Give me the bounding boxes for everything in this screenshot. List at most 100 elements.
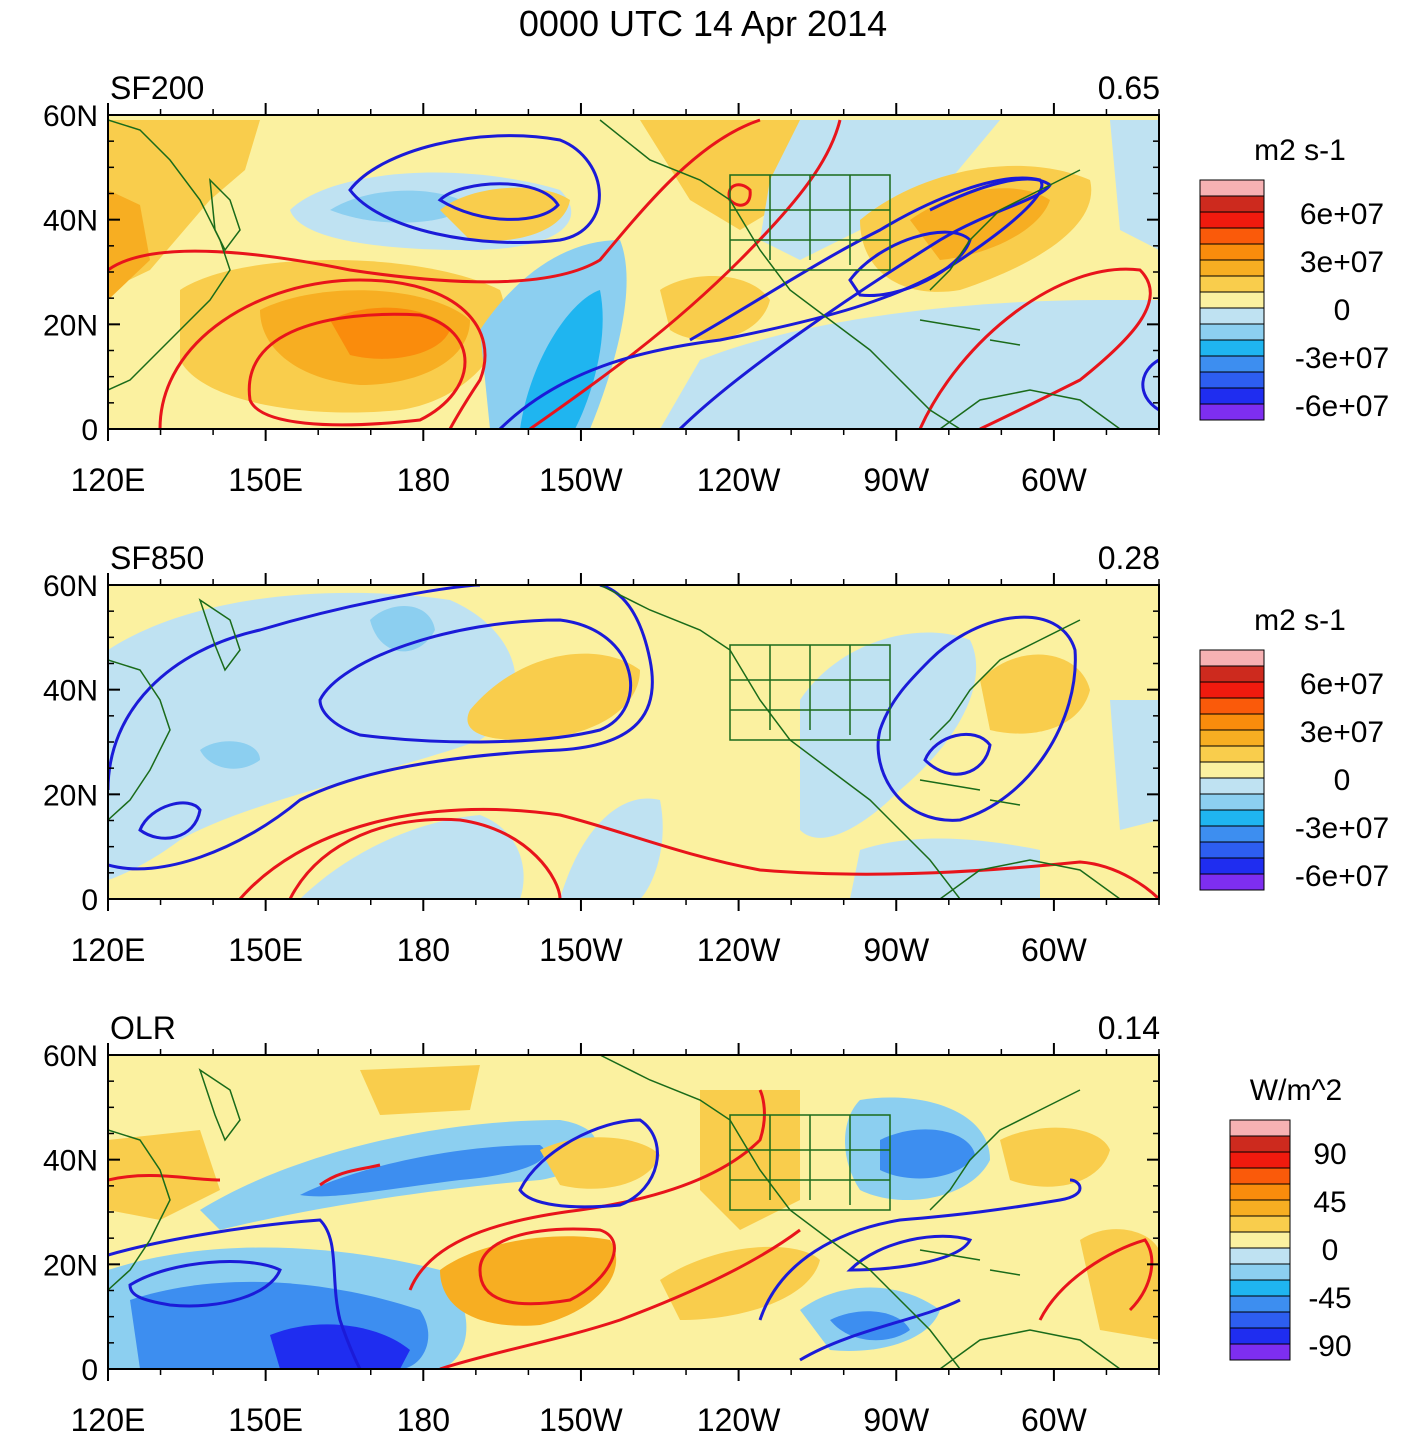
olr-plot: 60N 40N 20N 0 120E 150E 180 150W 120W 90W 60W W/m… [43, 1040, 1352, 1438]
colorbar-swatch [1199, 745, 1265, 763]
blob-storm-band-core [300, 1145, 546, 1197]
colorbar-swatch [1199, 371, 1265, 389]
colorbar-unit: m2 s-1 [1254, 604, 1346, 637]
x-tick-label: 120W [697, 462, 781, 498]
coastline-asia [108, 659, 171, 821]
x-tick-label: 180 [397, 462, 450, 498]
blob-north-warm [360, 1065, 480, 1115]
blob-east-pacific-warm [660, 276, 770, 340]
y-tick-label: 0 [81, 414, 98, 447]
y-tick-label: 20N [43, 309, 98, 342]
colorbar-label: 3e+07 [1300, 716, 1384, 749]
colorbar-label: -45 [1308, 1282, 1351, 1315]
coastline-japan [198, 598, 241, 672]
colorbar-unit: W/m^2 [1250, 1074, 1342, 1107]
blob-warm-2 [540, 1137, 660, 1189]
colorbar-swatch [1199, 227, 1265, 245]
panel-title: OLR [110, 1010, 176, 1046]
panel-corner-value: 0.65 [1097, 70, 1160, 106]
blob-north-america-cool [800, 632, 977, 838]
negative-contour-2 [128, 1260, 282, 1308]
positive-contour-4 [529, 119, 842, 429]
blob-northcentral-warm [640, 120, 800, 230]
negative-contour-3 [518, 1118, 659, 1209]
colorbar-label: 45 [1313, 1186, 1346, 1219]
colorbar: m2 s-1 6e+07 3e+07 0 -3e+07 -6e+07 [1199, 134, 1389, 423]
positive-contour-3 [408, 1089, 766, 1291]
x-tick-label: 60W [1021, 462, 1088, 498]
positive-contour-2 [247, 312, 467, 427]
negative-contour-1 [108, 1218, 362, 1369]
colorbar-label: 3e+07 [1300, 246, 1384, 279]
x-tick-label: 120W [697, 932, 781, 968]
blob-subtropic-peak [330, 307, 450, 359]
colorbar-swatch [1199, 697, 1265, 715]
negative-contour-6 [846, 1234, 973, 1272]
colorbar-swatch [1199, 195, 1265, 213]
y-tick-label: 40N [43, 205, 98, 238]
blob-se-cool [660, 300, 1159, 429]
negative-contour-2 [318, 618, 633, 744]
y-axis: 60N 40N 20N 0 [43, 1040, 1159, 1387]
colorbar-swatch [1199, 681, 1265, 699]
blob-tropic-cool-peak [270, 1324, 410, 1369]
colorbar-swatch [1199, 825, 1265, 843]
y-tick-label: 60N [43, 1040, 98, 1073]
blob-north-america-cool [760, 120, 1000, 260]
negative-contour-5 [799, 1298, 961, 1362]
coastline-asia [108, 1129, 171, 1291]
y-tick-label: 20N [43, 1249, 98, 1282]
positive-contour-1 [108, 118, 761, 284]
negative-contour-6 [923, 732, 992, 776]
colorbar-swatch [1229, 1247, 1291, 1265]
negative-contour-4 [138, 801, 202, 840]
blob-central-cool-core [520, 290, 603, 429]
blob-far-east-cool [1110, 700, 1159, 830]
coastline-caribbean [919, 1249, 1021, 1276]
x-tick-label: 150W [539, 1402, 623, 1438]
negative-contour-4 [678, 177, 1053, 429]
x-tick-label: 120E [71, 462, 146, 498]
colorbar-label: 6e+07 [1300, 198, 1384, 231]
colorbar-swatch [1199, 841, 1265, 859]
panel-corner-value: 0.14 [1097, 1010, 1160, 1046]
blob-north-america-warm [700, 1090, 800, 1230]
colorbar-swatch [1229, 1327, 1291, 1345]
x-tick-label: 150E [228, 1402, 303, 1438]
us-states-grid [729, 644, 891, 741]
sf850-plot: 60N 40N 20N 0 120E 150E 180 150W 120W 90W 60W m2 … [43, 570, 1389, 968]
positive-contour-2 [319, 1163, 381, 1187]
colorbar-swatch [1229, 1295, 1291, 1313]
x-tick-label: 60W [1021, 1402, 1088, 1438]
colorbar-label: 0 [1322, 1234, 1339, 1267]
colorbar-swatch [1199, 387, 1265, 405]
colorbar-label: 0 [1334, 294, 1351, 327]
coastline-caribbean [919, 779, 1021, 806]
colorbar-swatch [1199, 355, 1265, 373]
y-axis: 60N 40N 20N 0 [43, 570, 1159, 917]
y-tick-label: 60N [43, 570, 98, 603]
y-tick-label: 40N [43, 675, 98, 708]
colorbar-swatch [1229, 1231, 1291, 1249]
colorbar: m2 s-1 6e+07 3e+07 0 -3e+07 -6e+07 [1199, 604, 1389, 893]
coastline-north-america-east [929, 1089, 1081, 1211]
coastline-south-america [939, 859, 1121, 899]
negative-contour-4 [758, 1178, 1082, 1321]
positive-contour-5 [439, 1228, 801, 1369]
colorbar-label: -6e+07 [1295, 390, 1389, 423]
blob-east-pacific-warm [660, 1246, 820, 1320]
x-tick-label: 150E [228, 932, 303, 968]
y-tick-label: 40N [43, 1145, 98, 1178]
positive-contour-1 [108, 1174, 221, 1182]
coastline-japan [209, 177, 241, 252]
colorbar-swatch [1229, 1279, 1291, 1297]
colorbar-swatch [1199, 809, 1265, 827]
colorbar-swatch [1199, 777, 1265, 795]
blob-far-east-warm [1080, 1229, 1159, 1340]
positive-contour-5 [918, 267, 1152, 429]
x-tick-label: 90W [863, 932, 930, 968]
colorbar-swatch [1199, 857, 1265, 875]
colorbar-swatch [1199, 275, 1265, 293]
negative-contour-2 [437, 182, 560, 221]
x-tick-label: 180 [397, 932, 450, 968]
